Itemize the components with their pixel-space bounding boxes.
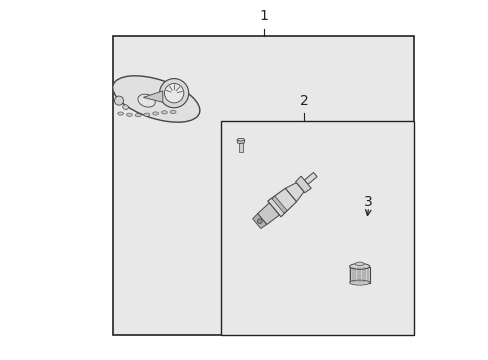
Ellipse shape xyxy=(161,111,167,114)
Ellipse shape xyxy=(355,262,363,266)
Ellipse shape xyxy=(126,113,132,116)
Ellipse shape xyxy=(349,264,369,269)
Polygon shape xyxy=(143,91,163,102)
Polygon shape xyxy=(304,172,316,184)
Bar xyxy=(113,36,413,335)
Ellipse shape xyxy=(237,138,244,141)
Text: 3: 3 xyxy=(364,195,372,208)
Circle shape xyxy=(257,219,262,224)
Polygon shape xyxy=(285,183,304,202)
Polygon shape xyxy=(295,176,311,193)
Polygon shape xyxy=(239,143,242,152)
Polygon shape xyxy=(267,188,296,217)
Bar xyxy=(349,267,369,283)
Ellipse shape xyxy=(122,105,128,109)
Ellipse shape xyxy=(349,280,369,285)
Ellipse shape xyxy=(143,113,149,116)
Circle shape xyxy=(164,84,183,103)
Polygon shape xyxy=(237,140,244,143)
Polygon shape xyxy=(252,213,266,229)
Circle shape xyxy=(114,96,123,105)
Ellipse shape xyxy=(118,112,123,115)
Ellipse shape xyxy=(113,76,200,122)
Ellipse shape xyxy=(170,111,176,114)
Polygon shape xyxy=(271,196,286,213)
Polygon shape xyxy=(257,203,279,225)
Text: 2: 2 xyxy=(299,94,307,108)
Ellipse shape xyxy=(138,94,155,107)
Ellipse shape xyxy=(135,113,141,117)
Bar xyxy=(221,121,413,335)
Text: 1: 1 xyxy=(259,9,268,23)
Ellipse shape xyxy=(152,112,158,115)
Circle shape xyxy=(159,78,188,108)
